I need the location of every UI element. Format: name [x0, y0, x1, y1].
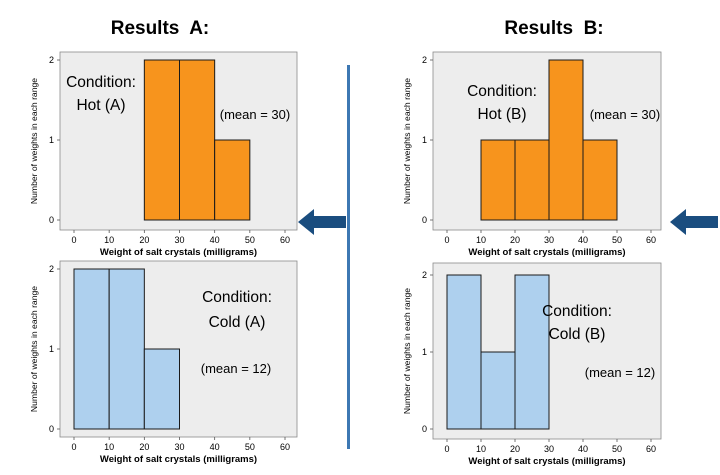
x-tick-label: 20	[510, 235, 520, 245]
x-tick-label: 30	[544, 444, 554, 454]
x-tick-label: 60	[280, 235, 290, 245]
y-axis-label: Number of weights in each range	[402, 78, 412, 204]
histogram-bar	[480, 351, 516, 430]
x-tick-label: 30	[174, 442, 184, 452]
chart-annotation: Condition:	[467, 83, 537, 100]
y-tick-label: 0	[422, 215, 427, 225]
x-axis-label: Weight of salt crystals (milligrams)	[468, 247, 625, 258]
chart-hot-a: 0 10 20 30 40 50 60 0 1 2 Weight of salt crystals …	[29, 51, 298, 258]
histogram-bar	[143, 59, 180, 221]
y-axis-label: Number of weights in each range	[402, 288, 412, 414]
y-axis-label: Number of weights in each range	[29, 78, 39, 204]
y-tick-label: 1	[49, 135, 54, 145]
x-tick-label: 40	[210, 235, 220, 245]
x-tick-label: 30	[174, 235, 184, 245]
x-tick-label: 10	[476, 235, 486, 245]
histogram-bar	[514, 274, 550, 430]
histogram-bar	[480, 139, 516, 221]
chart-cold-b: 0 10 20 30 40 50 60 0 1 2 Weight of salt crystals …	[402, 262, 662, 467]
y-tick-label: 2	[422, 270, 427, 280]
panel-divider	[347, 65, 350, 449]
chart-annotation: (mean = 30)	[590, 107, 660, 122]
x-tick-label: 60	[280, 442, 290, 452]
histogram-bar	[582, 139, 618, 221]
x-tick-label: 50	[612, 235, 622, 245]
results-b-heading: Results B:	[504, 18, 604, 39]
x-axis-label: Weight of salt crystals (milligrams)	[100, 454, 257, 465]
chart-annotation: Cold (A)	[209, 314, 266, 331]
y-tick-label: 0	[49, 215, 54, 225]
x-tick-label: 50	[612, 444, 622, 454]
x-tick-label: 10	[476, 444, 486, 454]
y-tick-label: 0	[49, 424, 54, 434]
x-tick-label: 0	[444, 235, 449, 245]
y-axis-label: Number of weights in each range	[29, 286, 39, 412]
histogram-bar	[179, 59, 216, 221]
x-tick-label: 30	[544, 235, 554, 245]
chart-annotation: Condition:	[66, 74, 136, 91]
chart-annotation: (mean = 12)	[201, 361, 271, 376]
chart-annotation: Condition:	[202, 289, 272, 306]
x-tick-label: 0	[71, 442, 76, 452]
chart-annotation: Hot (B)	[477, 106, 526, 123]
histogram-bar	[446, 274, 482, 430]
histogram-bar	[214, 139, 251, 221]
x-tick-label: 20	[139, 442, 149, 452]
x-tick-label: 60	[646, 444, 656, 454]
x-tick-label: 0	[71, 235, 76, 245]
x-tick-label: 40	[578, 235, 588, 245]
y-tick-label: 1	[422, 347, 427, 357]
chart-hot-b: 0 10 20 30 40 50 60 0 1 2 Weight of salt crystals …	[402, 51, 662, 258]
chart-annotation: (mean = 12)	[585, 365, 655, 380]
y-tick-label: 1	[49, 344, 54, 354]
x-tick-label: 10	[104, 442, 114, 452]
x-tick-label: 40	[210, 442, 220, 452]
histogram-bar	[143, 348, 180, 430]
x-tick-label: 20	[510, 444, 520, 454]
x-tick-label: 50	[245, 442, 255, 452]
y-tick-label: 2	[49, 264, 54, 274]
x-tick-label: 50	[245, 235, 255, 245]
y-tick-label: 1	[422, 135, 427, 145]
chart-annotation: (mean = 30)	[220, 107, 290, 122]
histogram-bar	[108, 268, 145, 430]
x-axis-label: Weight of salt crystals (milligrams)	[100, 247, 257, 258]
y-tick-label: 0	[422, 424, 427, 434]
chart-annotation: Cold (B)	[549, 326, 606, 343]
x-tick-label: 20	[139, 235, 149, 245]
histogram-bar	[548, 59, 584, 221]
histogram-bar	[514, 139, 550, 221]
histogram-bar	[73, 268, 110, 430]
x-axis-label: Weight of salt crystals (milligrams)	[468, 456, 625, 467]
chart-cold-a: 0 10 20 30 40 50 60 0 1 2 Weight of salt crystals …	[29, 260, 298, 465]
x-tick-label: 60	[646, 235, 656, 245]
chart-annotation: Hot (A)	[76, 97, 125, 114]
x-tick-label: 40	[578, 444, 588, 454]
y-tick-label: 2	[49, 55, 54, 65]
y-tick-label: 2	[422, 55, 427, 65]
arrow-left-icon	[298, 209, 346, 235]
x-tick-label: 10	[104, 235, 114, 245]
x-tick-label: 0	[444, 444, 449, 454]
arrow-left-icon	[670, 209, 718, 235]
chart-annotation: Condition:	[542, 303, 612, 320]
results-a-heading: Results A:	[110, 18, 210, 39]
